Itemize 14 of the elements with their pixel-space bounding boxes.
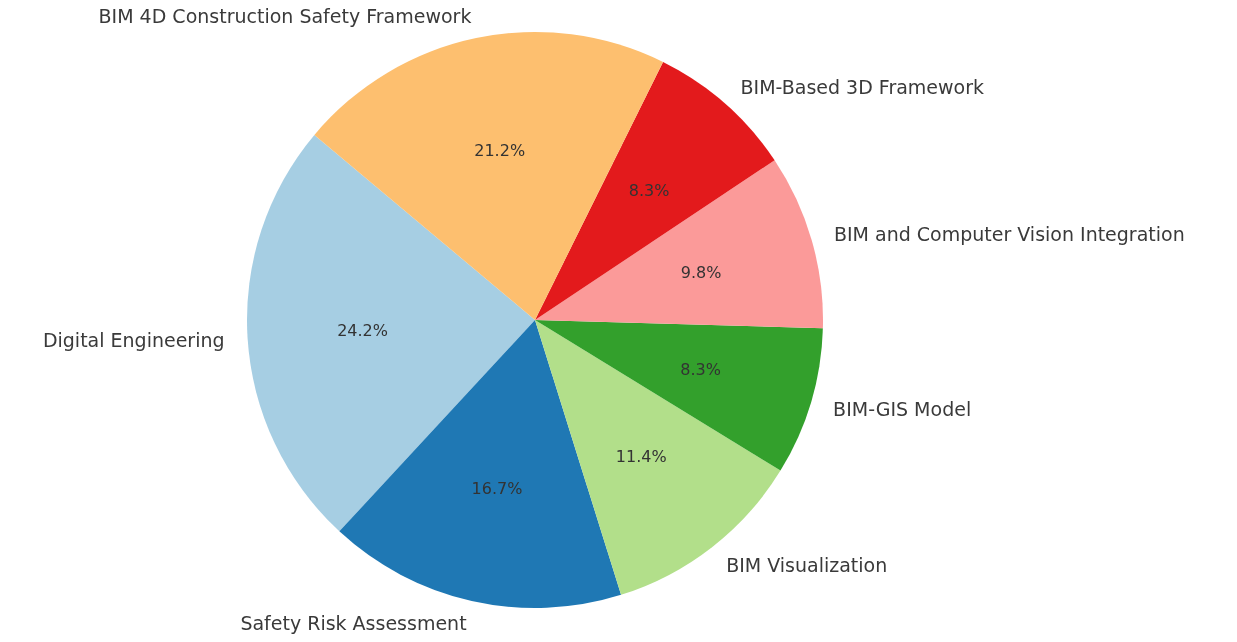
slice-label: Safety Risk Assessment	[240, 612, 467, 635]
data-label: 8.3%	[628, 180, 670, 200]
data-label: 8.3%	[680, 359, 721, 379]
data-label: 21.2%	[474, 141, 526, 161]
slice-label: BIM-Based 3D Framework	[740, 75, 985, 98]
data-label: 9.8%	[680, 262, 722, 282]
slice-label: Digital Engineering	[42, 328, 225, 351]
data-label: 16.7%	[471, 479, 523, 499]
slice-label: BIM-GIS Model	[833, 397, 972, 420]
slice-label: BIM 4D Construction Safety Framework	[98, 4, 472, 27]
data-label: 11.4%	[615, 446, 667, 466]
slice-label: BIM and Computer Vision Integration	[833, 223, 1185, 246]
data-label: 24.2%	[337, 321, 388, 341]
slice-label: BIM Visualization	[726, 554, 888, 577]
